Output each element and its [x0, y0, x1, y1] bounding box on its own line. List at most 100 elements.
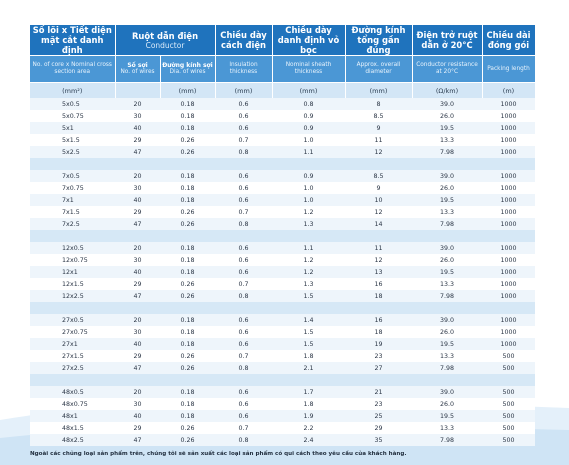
cell: 20 [115, 242, 160, 254]
cell: 18 [345, 290, 412, 302]
cell: 1000 [482, 314, 535, 326]
separator-cell [30, 302, 535, 314]
cell: 20 [115, 98, 160, 110]
cell: 1.7 [272, 386, 345, 398]
cell: 27x1 [30, 338, 115, 350]
data-row: 7x2.5 47 0.26 0.8 1.3 14 7.98 1000 [30, 218, 535, 230]
separator-row [30, 302, 535, 314]
column-title: Chiều dày cách điện [220, 30, 267, 50]
cell: 13.3 [412, 206, 482, 218]
column-subtitle: Conductor [145, 40, 185, 50]
footnote: Ngoài các chủng loại sản phẩm trên, chún… [30, 451, 407, 457]
data-row: 5x0.75 30 0.18 0.6 0.9 8.5 26.0 1000 [30, 110, 535, 122]
cell: 18 [345, 326, 412, 338]
cell: 39.0 [412, 386, 482, 398]
cell: 1000 [482, 134, 535, 146]
cell: 0.26 [160, 422, 215, 434]
cell: 26.0 [412, 110, 482, 122]
cell: 0.6 [215, 194, 272, 206]
column-header: Chiều dài đóng gói [482, 25, 536, 56]
cell: 27x1.5 [30, 350, 115, 362]
cell: 1.0 [272, 134, 345, 146]
column-title: Điện trở ruột dẫn ở 20°C [416, 30, 478, 50]
cell: 19.5 [412, 410, 482, 422]
column-subtitle-cell: Packing length [482, 55, 536, 83]
cell: 29 [345, 422, 412, 434]
cell: 0.26 [160, 350, 215, 362]
column-header: Điện trở ruột dẫn ở 20°C [412, 25, 483, 56]
cell: 1.4 [272, 314, 345, 326]
cell: 0.7 [215, 350, 272, 362]
cell: 39.0 [412, 242, 482, 254]
cell: 47 [115, 218, 160, 230]
unit-cell: (mm) [160, 82, 216, 98]
cell: 7.98 [412, 290, 482, 302]
cell: 39.0 [412, 314, 482, 326]
column-title: Chiều dài đóng gói [486, 30, 531, 50]
cell: 27x0.5 [30, 314, 115, 326]
cell: 0.18 [160, 182, 215, 194]
cell: 5x2.5 [30, 146, 115, 158]
cell: 12 [345, 254, 412, 266]
unit-cell: (Ω/km) [412, 82, 483, 98]
data-row: 7x1.5 29 0.26 0.7 1.2 12 13.3 1000 [30, 206, 535, 218]
cell: 23 [345, 350, 412, 362]
unit-cell: (mm) [345, 82, 413, 98]
cell: 1000 [482, 242, 535, 254]
subcolumn-subtitle: No. of wires [120, 69, 155, 75]
column-subtitle: Packing length [487, 65, 530, 72]
data-row: 48x1 40 0.18 0.6 1.9 25 19.5 500 [30, 410, 535, 422]
data-row: 27x0.75 30 0.18 0.6 1.5 18 26.0 1000 [30, 326, 535, 338]
subcolumn-header: Đường kính sợi Dia. of wires [160, 55, 216, 83]
cell: 0.8 [215, 362, 272, 374]
cell: 5x0.75 [30, 110, 115, 122]
cell: 14 [345, 218, 412, 230]
cell: 500 [482, 398, 535, 410]
column-subtitle-cell: No. of core x Nominal cross section area [30, 55, 116, 83]
cell: 7.98 [412, 146, 482, 158]
cell: 40 [115, 410, 160, 422]
data-row: 48x0.75 30 0.18 0.6 1.8 23 26.0 500 [30, 398, 535, 410]
separator-row [30, 158, 535, 170]
column-subtitle-cell: Approx. overall diameter [345, 55, 413, 83]
data-row: 5x2.5 47 0.26 0.8 1.1 12 7.98 1000 [30, 146, 535, 158]
cell: 7x1.5 [30, 206, 115, 218]
column-subtitle: Insulation thickness [229, 62, 258, 75]
cell: 1000 [482, 326, 535, 338]
cell: 19.5 [412, 338, 482, 350]
cell: 0.6 [215, 338, 272, 350]
cell: 19.5 [412, 122, 482, 134]
cell: 29 [115, 350, 160, 362]
cell: 47 [115, 290, 160, 302]
cell: 20 [115, 314, 160, 326]
cell: 13.3 [412, 134, 482, 146]
column-subtitle-cell: Insulation thickness [215, 55, 273, 83]
separator-cell [30, 230, 535, 242]
cell: 13.3 [412, 422, 482, 434]
data-row: 12x1 40 0.18 0.6 1.2 13 19.5 1000 [30, 266, 535, 278]
header-row: No. of core x Nominal cross section area… [30, 55, 536, 83]
cell: 0.9 [272, 170, 345, 182]
cell: 30 [115, 326, 160, 338]
subcolumn-title: Đường kính sợi [162, 62, 213, 69]
column-subtitle: Approx. overall diameter [356, 62, 401, 75]
data-row: 5x1 40 0.18 0.6 0.9 9 19.5 1000 [30, 122, 535, 134]
cell: 2.4 [272, 434, 345, 446]
cell: 1000 [482, 278, 535, 290]
cell: 0.8 [215, 218, 272, 230]
cell: 0.26 [160, 290, 215, 302]
table-body: 5x0.5 20 0.18 0.6 0.8 8 39.0 1000 5x0.75 30 0.18 0.… [30, 98, 535, 446]
cell: 0.8 [215, 290, 272, 302]
column-subtitle-cell: Conductor resistance at 20°C [412, 55, 483, 83]
table-header: Số lõi x Tiết diện mặt cắt danh định Ruột… [30, 25, 536, 98]
cell: 0.6 [215, 398, 272, 410]
unit-cell: (mm²) [30, 82, 116, 98]
cell: 0.6 [215, 122, 272, 134]
cell: 1.3 [272, 218, 345, 230]
cell: 1000 [482, 122, 535, 134]
cell: 19.5 [412, 266, 482, 278]
cell: 20 [115, 386, 160, 398]
cell: 1000 [482, 194, 535, 206]
cell: 0.7 [215, 134, 272, 146]
